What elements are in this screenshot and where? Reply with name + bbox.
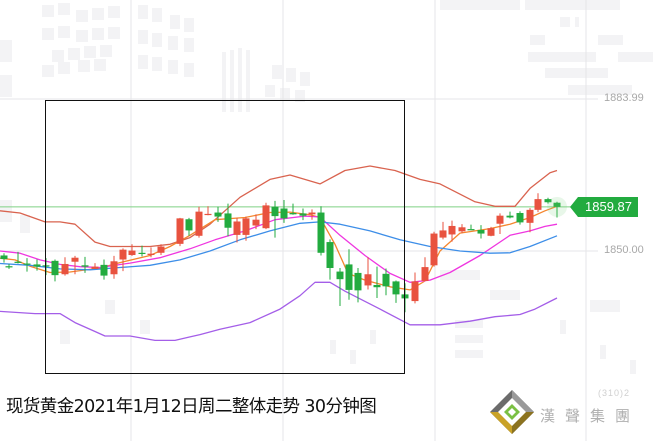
upper-band-line	[0, 165, 558, 248]
candle	[336, 267, 344, 307]
candle	[553, 201, 561, 218]
candle	[157, 244, 165, 256]
candle	[262, 202, 270, 230]
candle	[354, 267, 362, 303]
ma-slow-line	[0, 221, 558, 271]
candle	[81, 256, 89, 273]
candle	[382, 268, 390, 296]
candle	[487, 226, 495, 237]
candle	[392, 280, 400, 303]
candle	[176, 217, 184, 247]
candle	[71, 255, 79, 275]
candle	[345, 249, 353, 300]
candle	[224, 203, 232, 237]
candle	[467, 224, 475, 231]
price-tick-mid: 1850.00	[604, 244, 644, 256]
chart-caption: 现货黄金2021年1月12日周二整体走势 30分钟图	[6, 397, 377, 417]
candle	[430, 231, 438, 267]
candle	[128, 244, 136, 256]
candle	[439, 221, 447, 240]
brand-sub-text: (310)2	[598, 388, 631, 398]
candle	[61, 257, 69, 276]
candle	[411, 272, 419, 304]
lower-band-line	[0, 281, 558, 342]
candle	[33, 259, 41, 271]
candle	[308, 209, 316, 220]
candle	[496, 213, 504, 235]
candle	[119, 248, 127, 272]
candle	[91, 263, 99, 269]
candle	[289, 203, 297, 215]
candle	[233, 217, 241, 243]
candle	[401, 283, 409, 313]
candle	[51, 259, 59, 282]
candle	[195, 206, 203, 238]
candle	[506, 211, 514, 219]
candle	[516, 211, 524, 225]
candle	[23, 258, 31, 272]
candle	[364, 257, 372, 290]
brand-logo-icon	[490, 390, 534, 434]
current-price-tag: 1859.87	[570, 197, 638, 217]
candle	[458, 224, 466, 234]
candle	[534, 193, 542, 213]
brand-name: 漢聲集團	[540, 407, 641, 425]
candle	[204, 206, 212, 216]
candle	[271, 200, 279, 238]
candle	[280, 200, 288, 223]
candle	[373, 266, 381, 298]
candle	[147, 247, 155, 258]
candle	[477, 225, 485, 239]
candle	[326, 239, 334, 280]
ma-mid-line	[0, 215, 558, 283]
candle	[544, 197, 552, 204]
candle	[299, 208, 307, 221]
candle	[42, 258, 50, 276]
candle	[252, 214, 260, 230]
candle	[421, 257, 429, 281]
candle	[214, 206, 222, 222]
candle	[0, 253, 8, 263]
price-tick-top: 1883.99	[604, 92, 644, 104]
candle	[138, 245, 146, 257]
candle	[185, 217, 193, 236]
candle	[317, 206, 325, 256]
candle	[14, 251, 22, 264]
candle	[448, 220, 456, 242]
last-price-glow	[547, 196, 567, 217]
candle	[100, 259, 108, 280]
candle	[242, 216, 250, 241]
candle	[5, 263, 13, 269]
candle	[526, 208, 534, 233]
candle	[110, 255, 118, 279]
